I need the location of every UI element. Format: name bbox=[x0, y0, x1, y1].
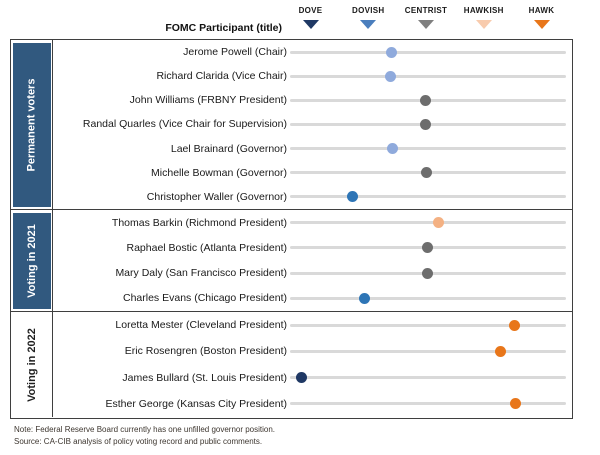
participant-row: Michelle Bowman (Governor) bbox=[53, 161, 572, 185]
source-line: Source: CA-CIB analysis of policy voting… bbox=[14, 437, 263, 446]
scale-item-dovish: DOVISH bbox=[333, 6, 403, 29]
stance-track bbox=[290, 195, 566, 199]
triangle-marker-icon bbox=[302, 20, 319, 29]
note-line: Note: Federal Reserve Board currently ha… bbox=[14, 425, 276, 434]
scale-item-hawkish: HAWKISH bbox=[449, 6, 519, 29]
group-sidebar: Permanent voters bbox=[11, 40, 53, 209]
participant-name: Jerome Powell (Chair) bbox=[183, 46, 287, 59]
participant-name: Raphael Bostic (Atlanta President) bbox=[126, 241, 288, 254]
participant-row: Richard Clarida (Vice Chair) bbox=[53, 64, 572, 88]
stance-track bbox=[290, 323, 566, 327]
participant-name: James Bullard (St. Louis President) bbox=[122, 371, 287, 384]
participant-row: Loretta Mester (Cleveland President) bbox=[53, 312, 572, 338]
group-sidebar: Voting in 2022 bbox=[11, 312, 53, 417]
scale-item-dove: DOVE bbox=[276, 6, 346, 29]
scale-label: HAWK bbox=[528, 6, 555, 15]
stance-dot bbox=[358, 292, 370, 304]
stance-track bbox=[290, 74, 566, 78]
stance-track bbox=[290, 296, 566, 300]
group-sidebar-fill: Permanent voters bbox=[12, 42, 51, 207]
stance-dot bbox=[387, 143, 399, 155]
stance-dot bbox=[510, 398, 522, 410]
participant-row: Lael Brainard (Governor) bbox=[53, 137, 572, 161]
stance-dot bbox=[509, 319, 521, 331]
section-2: Voting in 2021 Thomas Barkin (Richmond Pr… bbox=[11, 209, 572, 311]
participant-row: Thomas Barkin (Richmond President) bbox=[53, 210, 572, 235]
group-label: Voting in 2021 bbox=[25, 223, 38, 298]
section-1: Permanent voters Jerome Powell (Chair) Ric… bbox=[11, 40, 572, 209]
stance-dot bbox=[346, 191, 358, 203]
stance-dot bbox=[420, 118, 432, 130]
scale-label: HAWKISH bbox=[463, 6, 504, 15]
group-rows: Thomas Barkin (Richmond President) Raphae… bbox=[53, 210, 572, 311]
stance-dot bbox=[421, 267, 433, 279]
stance-dot bbox=[495, 345, 507, 357]
scale-item-centrist: CENTRIST bbox=[391, 6, 461, 29]
stance-dot bbox=[295, 372, 307, 384]
chart-plot-area: Permanent voters Jerome Powell (Chair) Ric… bbox=[10, 39, 573, 419]
participant-name: Randal Quarles (Vice Chair for Supervisi… bbox=[82, 118, 287, 131]
stance-dot bbox=[386, 46, 398, 58]
scale-item-hawk: HAWK bbox=[507, 6, 577, 29]
participant-name: Thomas Barkin (Richmond President) bbox=[111, 216, 287, 229]
triangle-marker-icon bbox=[533, 20, 550, 29]
participant-row: Raphael Bostic (Atlanta President) bbox=[53, 235, 572, 260]
participant-name: John Williams (FRBNY President) bbox=[129, 94, 287, 107]
participant-name: Esther George (Kansas City President) bbox=[105, 397, 288, 410]
participant-row: Jerome Powell (Chair) bbox=[53, 40, 572, 64]
group-sidebar-fill: Voting in 2021 bbox=[12, 212, 51, 309]
stance-track bbox=[290, 376, 566, 380]
scale-label: DOVE bbox=[298, 6, 323, 15]
stance-dot bbox=[384, 70, 396, 82]
group-label: Permanent voters bbox=[25, 78, 38, 171]
stance-track bbox=[290, 402, 566, 406]
stance-dot bbox=[420, 167, 432, 179]
participant-row: Randal Quarles (Vice Chair for Supervisi… bbox=[53, 112, 572, 136]
scale-label: DOVISH bbox=[352, 6, 385, 15]
triangle-marker-icon bbox=[475, 20, 492, 29]
group-rows: Loretta Mester (Cleveland President) Eric… bbox=[53, 312, 572, 417]
participant-row: James Bullard (St. Louis President) bbox=[53, 365, 572, 391]
participant-row: Mary Daly (San Francisco President) bbox=[53, 261, 572, 286]
participant-name: Christopher Waller (Governor) bbox=[146, 190, 287, 203]
scale-label: CENTRIST bbox=[404, 6, 448, 15]
participant-name: Loretta Mester (Cleveland President) bbox=[115, 319, 287, 332]
stance-dot bbox=[421, 242, 433, 254]
participant-name: Richard Clarida (Vice Chair) bbox=[156, 70, 287, 83]
triangle-marker-icon bbox=[360, 20, 377, 29]
participant-row: Eric Rosengren (Boston President) bbox=[53, 338, 572, 364]
stance-track bbox=[290, 349, 566, 353]
participant-name: Charles Evans (Chicago President) bbox=[123, 292, 287, 305]
stance-track bbox=[290, 147, 566, 151]
participant-name: Eric Rosengren (Boston President) bbox=[124, 345, 287, 358]
stance-track bbox=[290, 50, 566, 54]
group-rows: Jerome Powell (Chair) Richard Clarida (Vi… bbox=[53, 40, 572, 209]
group-sidebar-fill: Voting in 2022 bbox=[12, 314, 51, 415]
participant-name: Michelle Bowman (Governor) bbox=[151, 166, 287, 179]
footnotes: Note: Federal Reserve Board currently ha… bbox=[14, 424, 275, 448]
group-sidebar: Voting in 2021 bbox=[11, 210, 53, 311]
participant-row: Christopher Waller (Governor) bbox=[53, 185, 572, 209]
participant-row: Charles Evans (Chicago President) bbox=[53, 286, 572, 311]
participant-name: Mary Daly (San Francisco President) bbox=[115, 267, 287, 280]
stance-dot bbox=[432, 217, 444, 229]
participant-row: John Williams (FRBNY President) bbox=[53, 88, 572, 112]
participant-row: Esther George (Kansas City President) bbox=[53, 391, 572, 417]
participant-column-header: FOMC Participant (title) bbox=[165, 22, 282, 34]
stance-dot bbox=[420, 94, 432, 106]
section-3: Voting in 2022 Loretta Mester (Cleveland … bbox=[11, 311, 572, 417]
participant-name: Lael Brainard (Governor) bbox=[170, 142, 287, 155]
stance-track bbox=[290, 221, 566, 225]
group-label: Voting in 2022 bbox=[25, 327, 38, 402]
triangle-marker-icon bbox=[418, 20, 434, 29]
